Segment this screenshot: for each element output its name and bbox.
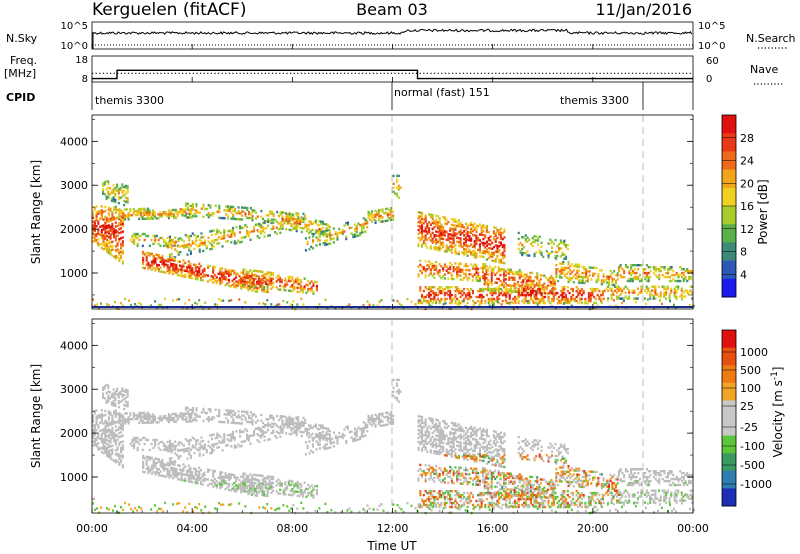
nave-tick-low: 0 xyxy=(706,74,712,85)
x-tick-label: 20:00 xyxy=(577,522,609,535)
y-tick-label: 4000 xyxy=(60,339,88,352)
cpid-row: CPID themis 3300 normal (fast) 151 themi… xyxy=(6,82,694,110)
x-tick-label: 00:00 xyxy=(76,522,108,535)
freq-tick-low: 8 xyxy=(82,74,88,85)
y-tick-label: 2000 xyxy=(60,223,88,236)
power-colorbar-tick: 8 xyxy=(740,246,747,259)
velocity-colorbar-tick: 25 xyxy=(740,400,754,413)
nsearch-tick-low: 10^0 xyxy=(698,41,725,52)
frequency-step-line xyxy=(92,69,693,80)
cpid-label: CPID xyxy=(6,91,35,104)
nsearch-label: N.Search xyxy=(746,32,796,45)
power-colorbar-tick: 24 xyxy=(740,155,754,168)
nsearch-tick-high: 10^5 xyxy=(698,21,725,32)
station-title: Kerguelen (fitACF) xyxy=(92,0,246,20)
x-tick-label: 00:00 xyxy=(677,522,709,535)
power-y-axis-label: Slant Range [km] xyxy=(29,160,43,264)
x-tick-label: 12:00 xyxy=(377,522,409,535)
velocity-colorbar-tick: 1000 xyxy=(740,346,768,359)
x-tick-label: 04:00 xyxy=(176,522,208,535)
y-tick-label: 1000 xyxy=(60,267,88,280)
nsky-line xyxy=(92,28,693,49)
nsky-tick-low: 10^0 xyxy=(61,41,88,52)
power-colorbar-tick: 16 xyxy=(740,200,754,213)
freq-label-line1: Freq. xyxy=(10,54,37,67)
power-colorbar: 4 8 12 16 20 24 28 Power [dB] xyxy=(721,114,770,298)
power-y-axis: 1000 2000 3000 4000 xyxy=(60,119,693,296)
velocity-colorbar-tick: 500 xyxy=(740,364,761,377)
nave-tick-high: 60 xyxy=(706,56,719,67)
nsky-label: N.Sky xyxy=(6,32,38,45)
y-tick-label: 3000 xyxy=(60,179,88,192)
power-panel: 1000 2000 3000 4000 Slant Range [km] xyxy=(29,114,695,311)
velocity-colorbar-tick: -100 xyxy=(740,440,765,453)
date-title: 11/Jan/2016 xyxy=(595,0,692,19)
velocity-colorbar-label: Velocity [m s-1] xyxy=(770,367,785,458)
y-tick-label: 2000 xyxy=(60,427,88,440)
velocity-colorbar-tick: -25 xyxy=(740,421,758,434)
nsky-tick-high: 10^5 xyxy=(61,21,88,32)
freq-label-line2: [MHz] xyxy=(4,67,36,80)
time-axis: 00:00 04:00 08:00 12:00 16:00 20:00 00:00 xyxy=(76,44,709,535)
freq-panel: Freq. [MHz] 18 8 60 0 Nave xyxy=(4,54,784,85)
x-tick-label: 08:00 xyxy=(276,522,308,535)
velocity-heatmap-cells xyxy=(92,378,695,515)
power-colorbar-label: Power [dB] xyxy=(756,179,770,244)
y-tick-label: 1000 xyxy=(60,471,88,484)
nsky-panel: N.Sky 10^5 10^0 10^5 10^0 N.Search xyxy=(6,21,796,52)
cpid-segment-2: normal (fast) 151 xyxy=(394,86,490,99)
velocity-colorbar-tick: 100 xyxy=(740,382,761,395)
power-colorbar-tick: 12 xyxy=(740,223,754,236)
cpid-segment-3: themis 3300 xyxy=(560,94,629,107)
velocity-y-axis: 1000 2000 3000 4000 xyxy=(60,323,693,500)
nave-label: Nave xyxy=(750,63,778,76)
power-colorbar-tick: 28 xyxy=(740,132,754,145)
velocity-colorbar-tick: -500 xyxy=(740,459,765,472)
beam-title: Beam 03 xyxy=(356,0,428,19)
y-tick-label: 3000 xyxy=(60,383,88,396)
power-colorbar-tick: 20 xyxy=(740,177,754,190)
y-tick-label: 4000 xyxy=(60,135,88,148)
time-axis-label: Time UT xyxy=(366,539,417,553)
freq-tick-high: 18 xyxy=(75,55,88,66)
velocity-y-axis-label: Slant Range [km] xyxy=(29,364,43,468)
power-colorbar-tick: 4 xyxy=(740,268,747,281)
velocity-colorbar: 1000 500 100 25 -25 -100 -500 -1000 Velocity [m… xyxy=(721,329,785,507)
x-tick-label: 16:00 xyxy=(477,522,509,535)
cpid-segment-1: themis 3300 xyxy=(95,94,164,107)
velocity-colorbar-tick: -1000 xyxy=(740,478,772,491)
